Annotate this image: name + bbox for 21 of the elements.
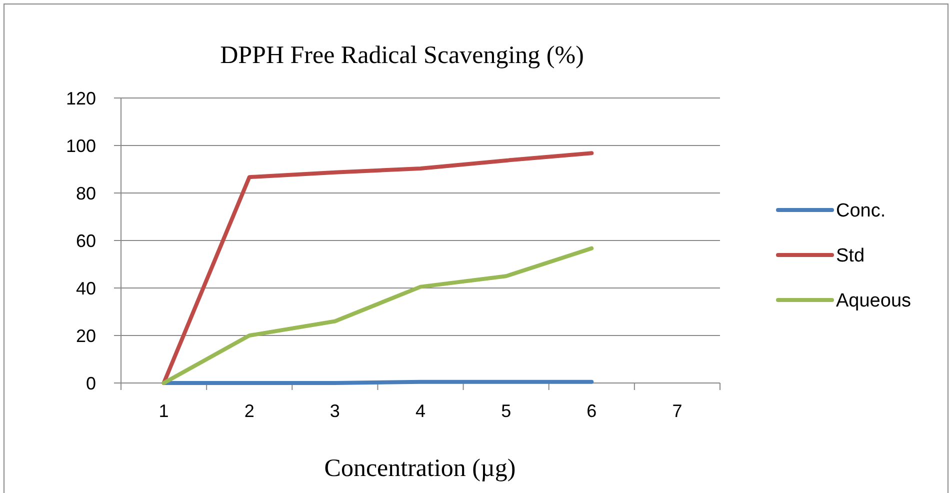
line-series	[162, 246, 594, 385]
x-tick-label: 7	[672, 401, 682, 421]
y-tick-label: 100	[66, 136, 96, 156]
y-tick-label: 60	[76, 230, 96, 251]
x-tick-label: 2	[244, 401, 254, 421]
legend-label: Std	[836, 246, 865, 267]
y-tick-label: 40	[76, 278, 96, 298]
x-axis-title: Concentration (µg)	[324, 455, 516, 482]
y-tick-label: 120	[66, 88, 96, 108]
x-tick-label: 6	[586, 401, 597, 421]
legend-label: Aqueous	[836, 290, 912, 312]
legend-label: Conc.	[836, 200, 886, 222]
chart-title: DPPH Free Radical Scavenging (%)	[220, 42, 584, 69]
x-tick-label: 1	[158, 401, 169, 421]
y-tick-label: 20	[76, 326, 96, 346]
line-series	[162, 151, 594, 385]
y-tick-label: 80	[76, 183, 96, 204]
x-tick-label: 4	[415, 401, 426, 421]
x-tick-label: 3	[330, 401, 340, 421]
x-tick-label: 5	[501, 401, 512, 421]
y-tick-label: 0	[86, 373, 96, 394]
